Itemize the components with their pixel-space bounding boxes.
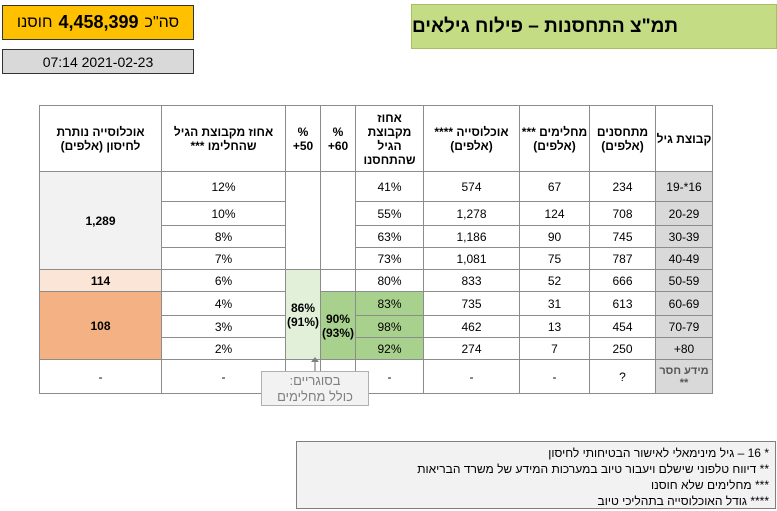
age-cell: 30-39 bbox=[655, 225, 713, 248]
table-row: מידע חסר ** ? - - - - - bbox=[39, 359, 713, 394]
age-cell: 20-29 bbox=[655, 201, 713, 226]
age-breakdown-table: קבוצת גיל מתחסנים (אלפים) מחלימים *** (א… bbox=[39, 105, 713, 394]
vaccinated-cell: 787 bbox=[589, 247, 656, 270]
header-vaccinated: מתחסנים (אלפים) bbox=[589, 105, 656, 172]
age-cell: 80+ bbox=[655, 337, 713, 360]
header-pct-recovered: אחוז מקבוצת הגיל שהחלימו *** bbox=[161, 105, 286, 172]
header-population: אוכלוסייה **** (אלפים) bbox=[423, 105, 520, 172]
header-age-group: קבוצת גיל bbox=[655, 105, 713, 172]
pct50-empty-cell bbox=[285, 171, 321, 270]
pct-group-cell: 98% bbox=[355, 315, 424, 338]
vaccinated-cell: 745 bbox=[589, 225, 656, 248]
recovered-cell: 31 bbox=[519, 291, 590, 316]
pct-recovered-cell: 4% bbox=[161, 291, 286, 316]
header-recovered: מחלימים *** (אלפים) bbox=[519, 105, 590, 172]
age-cell: מידע חסר ** bbox=[655, 359, 713, 394]
pct60-empty-cell bbox=[320, 269, 356, 292]
header-pct-group: אחוז מקבוצת הגיל שהתחסנו bbox=[355, 105, 424, 172]
pct-recovered-cell: 6% bbox=[161, 269, 286, 292]
header-remaining: אוכלוסייה נותרת לחיסון (אלפים) bbox=[39, 105, 162, 172]
total-value: 4,458,399 bbox=[58, 12, 139, 32]
pct-group-cell: 83% bbox=[355, 291, 424, 316]
total-prefix: סה"כ bbox=[144, 13, 180, 31]
table-row: 20-29 708 124 1,278 55% 10% bbox=[40, 201, 713, 226]
table-row: 16*-19 234 67 574 41% 12% 1,289 bbox=[39, 171, 713, 270]
remaining-missing-cell: - bbox=[39, 359, 162, 394]
remaining-under50-cell: 1,289 bbox=[39, 171, 162, 270]
population-cell: - bbox=[423, 359, 520, 394]
remaining-60plus-cell: 108 bbox=[39, 291, 162, 360]
vaccinated-cell: ? bbox=[589, 359, 656, 394]
total-vaccinated-box: סה"כ 4,458,399 חוסנו bbox=[2, 5, 194, 40]
recovered-cell: 67 bbox=[519, 171, 590, 202]
pct60-sub: (93%) bbox=[321, 325, 355, 340]
population-cell: 1,081 bbox=[423, 247, 520, 270]
population-cell: 462 bbox=[423, 315, 520, 338]
recovered-cell: - bbox=[519, 359, 590, 394]
recovered-cell: 90 bbox=[519, 225, 590, 248]
table-row: 40-49 787 75 1,081 73% 7% bbox=[40, 247, 713, 270]
recovered-cell: 13 bbox=[519, 315, 590, 338]
pct-group-cell: 92% bbox=[355, 337, 424, 360]
pct-recovered-cell: 8% bbox=[161, 225, 286, 248]
population-cell: 735 bbox=[423, 291, 520, 316]
footnote: *** מחלימים שלא חוסנו bbox=[651, 478, 769, 492]
pct-group-cell: 55% bbox=[355, 201, 424, 226]
arrow-up-icon bbox=[311, 357, 319, 373]
header-pct60: % 60+ bbox=[320, 105, 356, 172]
pct-recovered-cell: 2% bbox=[161, 337, 286, 360]
table-row: 70-79 454 13 462 98% 3% bbox=[40, 315, 713, 338]
total-suffix: חוסנו bbox=[16, 13, 53, 31]
footnote: * 16 – גיל מינימאלי לאישור הבטיחותי לחיס… bbox=[548, 446, 769, 460]
pct-recovered-cell: 7% bbox=[161, 247, 286, 270]
brackets-callout: בסוגריים: כולל מחלימים bbox=[261, 371, 369, 406]
table-row: 60-69 613 31 735 83% 90% (93%) 4% 108 bbox=[39, 291, 713, 360]
population-cell: 833 bbox=[423, 269, 520, 292]
population-cell: 1,186 bbox=[423, 225, 520, 248]
table-row: 50-59 666 52 833 80% 86% (91%) 6% 114 bbox=[39, 269, 713, 360]
callout-line2: כולל מחלימים bbox=[277, 388, 353, 404]
page-title: תמ"צ התחסנות – פילוח גילאים bbox=[411, 4, 777, 49]
population-cell: 574 bbox=[423, 171, 520, 202]
vaccinated-cell: 666 bbox=[589, 269, 656, 292]
footnote: ** דיווח טלפוני שישלם ויעבור טיוב במערכו… bbox=[417, 462, 769, 476]
footnotes-box: * 16 – גיל מינימאלי לאישור הבטיחותי לחיס… bbox=[296, 441, 776, 509]
header-pct50: % 50+ bbox=[285, 105, 321, 172]
pct50-sub: (91%) bbox=[286, 314, 320, 329]
pct-recovered-cell: 3% bbox=[161, 315, 286, 338]
pct50-summary-cell: 86% (91%) bbox=[285, 269, 321, 360]
pct-group-cell: 41% bbox=[355, 171, 424, 202]
pct-recovered-cell: 10% bbox=[161, 201, 286, 226]
footnote: **** גודל האוכלוסייה בתהליכי טיוב bbox=[597, 494, 769, 508]
population-cell: 1,278 bbox=[423, 201, 520, 226]
pct-group-cell: 63% bbox=[355, 225, 424, 248]
age-cell: 40-49 bbox=[655, 247, 713, 270]
vaccinated-cell: 708 bbox=[589, 201, 656, 226]
pct50-main: 86% bbox=[290, 300, 316, 315]
remaining-50-59-cell: 114 bbox=[39, 269, 162, 292]
callout-line1: בסוגריים: bbox=[289, 372, 341, 388]
recovered-cell: 75 bbox=[519, 247, 590, 270]
pct-recovered-cell: 12% bbox=[161, 171, 286, 202]
update-timestamp: 07:14 2021-02-23 bbox=[2, 49, 194, 74]
recovered-cell: 7 bbox=[519, 337, 590, 360]
pct60-summary-cell: 90% (93%) bbox=[320, 291, 356, 360]
vaccinated-cell: 250 bbox=[589, 337, 656, 360]
pct-group-cell: 73% bbox=[355, 247, 424, 270]
population-cell: 274 bbox=[423, 337, 520, 360]
vaccinated-cell: 234 bbox=[589, 171, 656, 202]
pct-group-cell: 80% bbox=[355, 269, 424, 292]
age-cell: 16*-19 bbox=[655, 171, 713, 202]
table-row: 80+ 250 7 274 92% 2% bbox=[40, 337, 713, 360]
age-cell: 50-59 bbox=[655, 269, 713, 292]
vaccinated-cell: 613 bbox=[589, 291, 656, 316]
age-cell: 70-79 bbox=[655, 315, 713, 338]
recovered-cell: 52 bbox=[519, 269, 590, 292]
age-cell: 60-69 bbox=[655, 291, 713, 316]
recovered-cell: 124 bbox=[519, 201, 590, 226]
vaccinated-cell: 454 bbox=[589, 315, 656, 338]
pct60-main: 90% bbox=[325, 311, 351, 326]
pct60-empty-cell bbox=[320, 171, 356, 270]
